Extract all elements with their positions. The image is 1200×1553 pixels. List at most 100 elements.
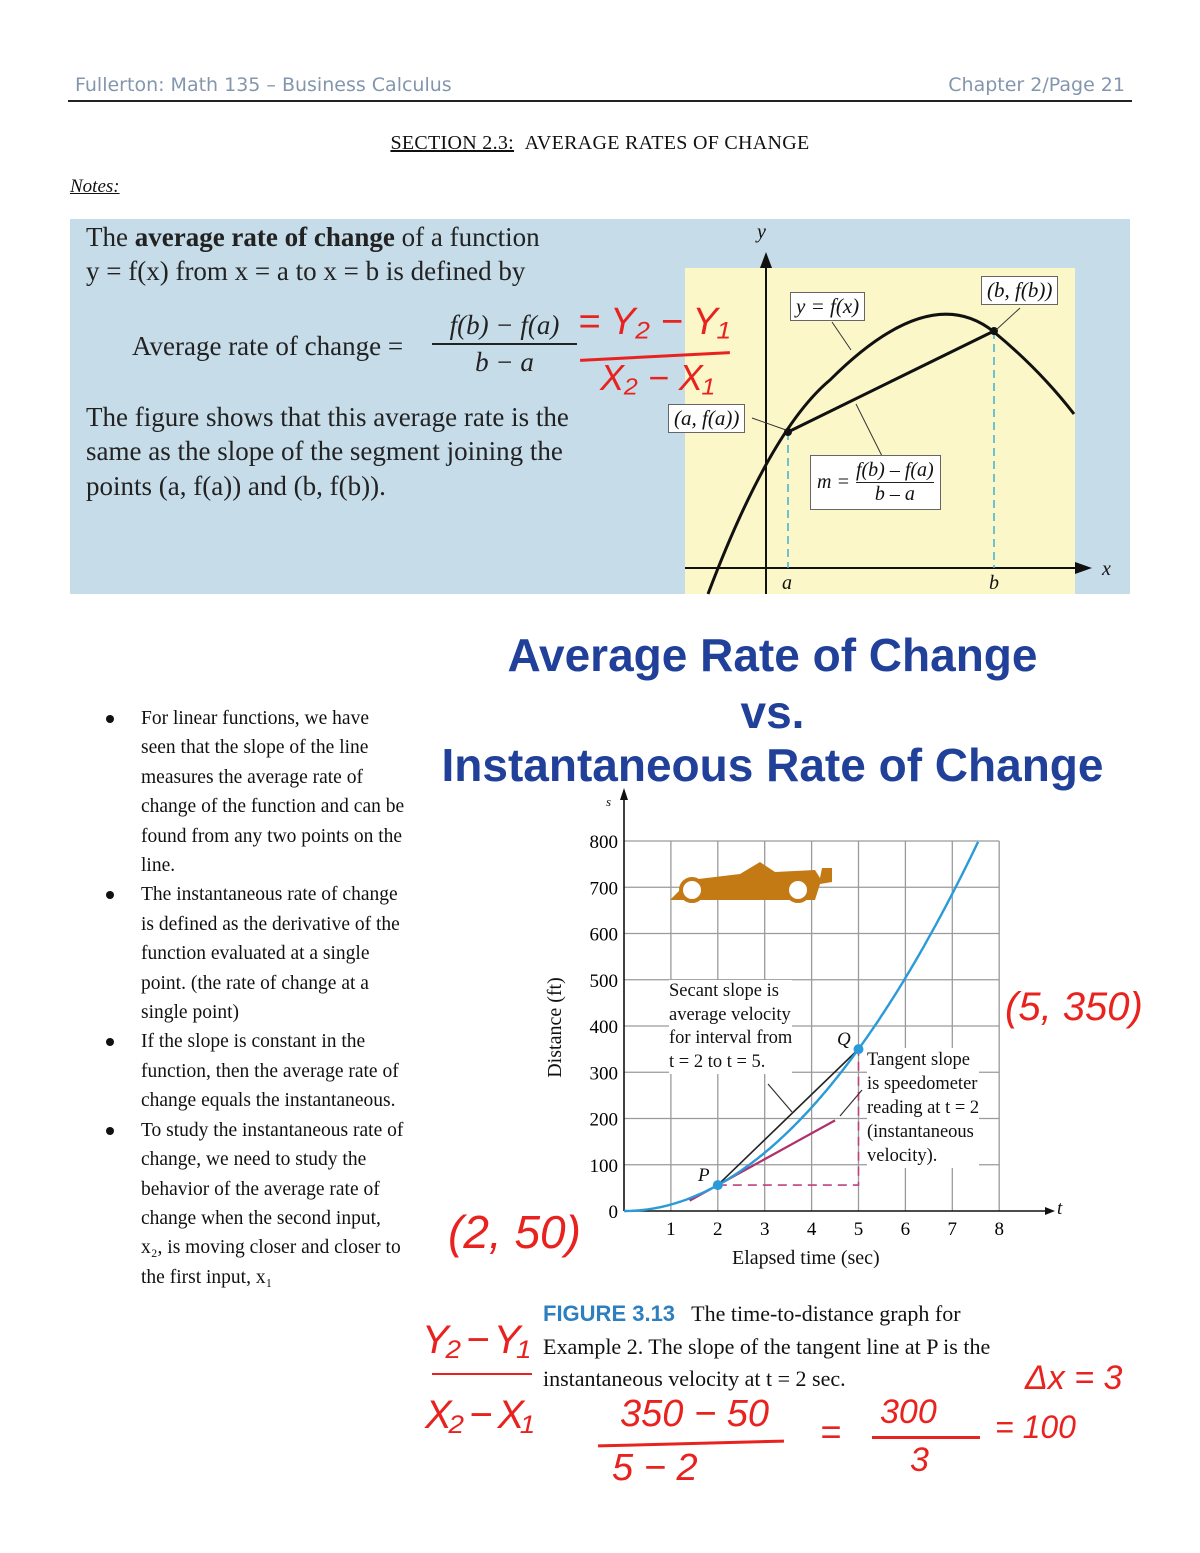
x-tick-label: 1: [666, 1219, 676, 1240]
formula-label: Average rate of change =: [132, 331, 404, 361]
text: for interval from: [669, 1028, 793, 1048]
secant-segment: [787, 329, 995, 434]
notes-label: Notes:: [70, 176, 120, 197]
bullet-item: If the slope is constant in the function…: [106, 1027, 406, 1115]
x-tick-label: 8: [994, 1219, 1004, 1240]
secant-annotation: Secant slope is average velocity for int…: [669, 980, 793, 1074]
big-title-line-1: Average Rate of Change: [507, 629, 1038, 681]
x-tick-label: 4: [807, 1219, 817, 1240]
handwritten-result: = 100: [995, 1409, 1076, 1445]
tangent-annotation: Tangent slope is speedometer reading at …: [867, 1048, 980, 1168]
text: of a function: [394, 222, 540, 252]
point-b: [990, 327, 998, 335]
leader: [751, 417, 787, 431]
s-axis-arrow: [620, 788, 628, 800]
point-q: [853, 1044, 864, 1055]
figure-caption-line-1: FIGURE 3.13 The time-to-distance graph f…: [543, 1301, 961, 1327]
curve-label: y = f(x): [790, 292, 866, 321]
bullet-item: For linear functions, we have seen that …: [106, 704, 406, 880]
bullet-item: To study the instantaneous rate of chang…: [106, 1116, 406, 1292]
y-tick-label: 100: [590, 1156, 619, 1177]
y-tick-label: 600: [590, 925, 619, 946]
definition-figure-panel: [685, 268, 1075, 594]
bullet-text: For linear functions, we have seen that …: [141, 708, 405, 877]
definition-para-2: same as the slope of the segment joining…: [86, 436, 563, 466]
formula-numerator: f(b) − f(a): [449, 310, 560, 340]
bullet-dot: [106, 715, 114, 723]
text: The time-to-distance graph for: [691, 1301, 961, 1326]
section-name: AVERAGE RATES OF CHANGE: [524, 132, 810, 154]
text: (instantaneous: [867, 1122, 974, 1142]
handwritten-point-p: (2, 50): [448, 1206, 581, 1258]
formula-denominator: b − a: [475, 347, 534, 377]
formula-fraction: f(b) − f(a) b − a: [432, 310, 577, 378]
x-tick-label: 5: [854, 1219, 864, 1240]
header-page: Chapter 2/Page 21: [948, 74, 1125, 96]
text: Secant slope is: [669, 981, 779, 1001]
bullet-list: For linear functions, we have seen that …: [106, 704, 406, 1292]
y-tick-label: 700: [590, 878, 619, 899]
handwritten-denominator: X₂ − X₁: [600, 357, 715, 398]
x-tick-label: 7: [948, 1219, 958, 1240]
bullet-dot: [106, 1038, 114, 1047]
text: reading at t = 2: [867, 1098, 980, 1118]
x-axis-arrow: [1075, 562, 1092, 574]
chart-ylabel: Distance (ft): [543, 977, 566, 1078]
slope-label: m = f(b) – f(a) b – a: [810, 455, 941, 510]
handwritten-result-denominator: 3: [910, 1441, 929, 1479]
handwritten-equals: =: [820, 1411, 842, 1452]
bullet-item: The instantaneous rate of change is defi…: [106, 880, 406, 1027]
car-icon: [670, 862, 832, 903]
figure-caption-line-3: instantaneous velocity at t = 2 sec.: [543, 1366, 846, 1391]
s-axis-symbol: s: [606, 794, 612, 809]
slope-fraction: f(b) – f(a) b – a: [855, 459, 934, 506]
header-course: Fullerton: Math 135 – Business Calculus: [75, 74, 452, 96]
handwritten-calc-numerator: 350 − 50: [620, 1393, 769, 1435]
leader: [855, 403, 883, 457]
tick-a: a: [782, 572, 792, 594]
slope-denominator: b – a: [874, 483, 915, 505]
tick-b: b: [989, 572, 999, 594]
bullet-text: If the slope is constant in the function…: [141, 1031, 399, 1112]
definition-line-1: The average rate of change of a function: [86, 222, 540, 253]
y-axis-label: y: [757, 221, 766, 243]
handwritten-frac-numerator: Y₂ − Y₁: [422, 1318, 530, 1362]
y-tick-label: 300: [590, 1063, 619, 1084]
section-title: SECTION 2.3: AVERAGE RATES OF CHANGE: [0, 132, 1200, 155]
handwritten-result-numerator: 300: [880, 1393, 937, 1431]
y-tick-label: 0: [609, 1202, 619, 1223]
chart-xlabel: Elapsed time (sec): [732, 1247, 880, 1269]
secant-leader: [767, 1083, 793, 1113]
definition-para-1: The figure shows that this average rate …: [86, 402, 569, 432]
text: average velocity: [669, 1004, 791, 1025]
handwritten-frac-denominator: X₂ − X₁: [425, 1393, 534, 1437]
term-bold: average rate of change: [134, 222, 395, 252]
y-tick-label: 200: [590, 1110, 619, 1131]
bullet-text: The instantaneous rate of change is defi…: [141, 884, 400, 1024]
point-p-label: P: [698, 1165, 710, 1186]
header-rule: [68, 100, 1132, 102]
point-q-label: Q: [837, 1029, 851, 1050]
bullet-dot: [106, 891, 114, 900]
y-axis-arrow: [760, 252, 772, 268]
handwritten-delta-x: Δx = 3: [1025, 1359, 1123, 1397]
section-number: SECTION 2.3:: [390, 132, 515, 154]
point-a-label: (a, f(a)): [668, 404, 746, 433]
text: velocity).: [867, 1146, 938, 1166]
secant-line: [717, 1048, 860, 1186]
handwritten-fraction-bar: [432, 1373, 532, 1375]
point-p: [712, 1180, 723, 1191]
fraction-bar: [432, 343, 577, 345]
leader: [831, 321, 852, 351]
slope-numerator: f(b) – f(a): [855, 459, 934, 483]
handwritten-numerator: = Y₂ − Y₁: [578, 301, 730, 343]
text: The: [86, 222, 135, 252]
y-tick-label: 500: [590, 971, 619, 992]
definition-para-3: points (a, f(a)) and (b, f(b)).: [86, 471, 386, 501]
function-curve: [706, 312, 1076, 595]
x-tick-label: 3: [760, 1219, 770, 1240]
handwritten-calc-denominator: 5 − 2: [612, 1447, 698, 1489]
y-tick-label: 400: [590, 1017, 619, 1038]
big-title-line-2: vs.: [740, 686, 805, 738]
